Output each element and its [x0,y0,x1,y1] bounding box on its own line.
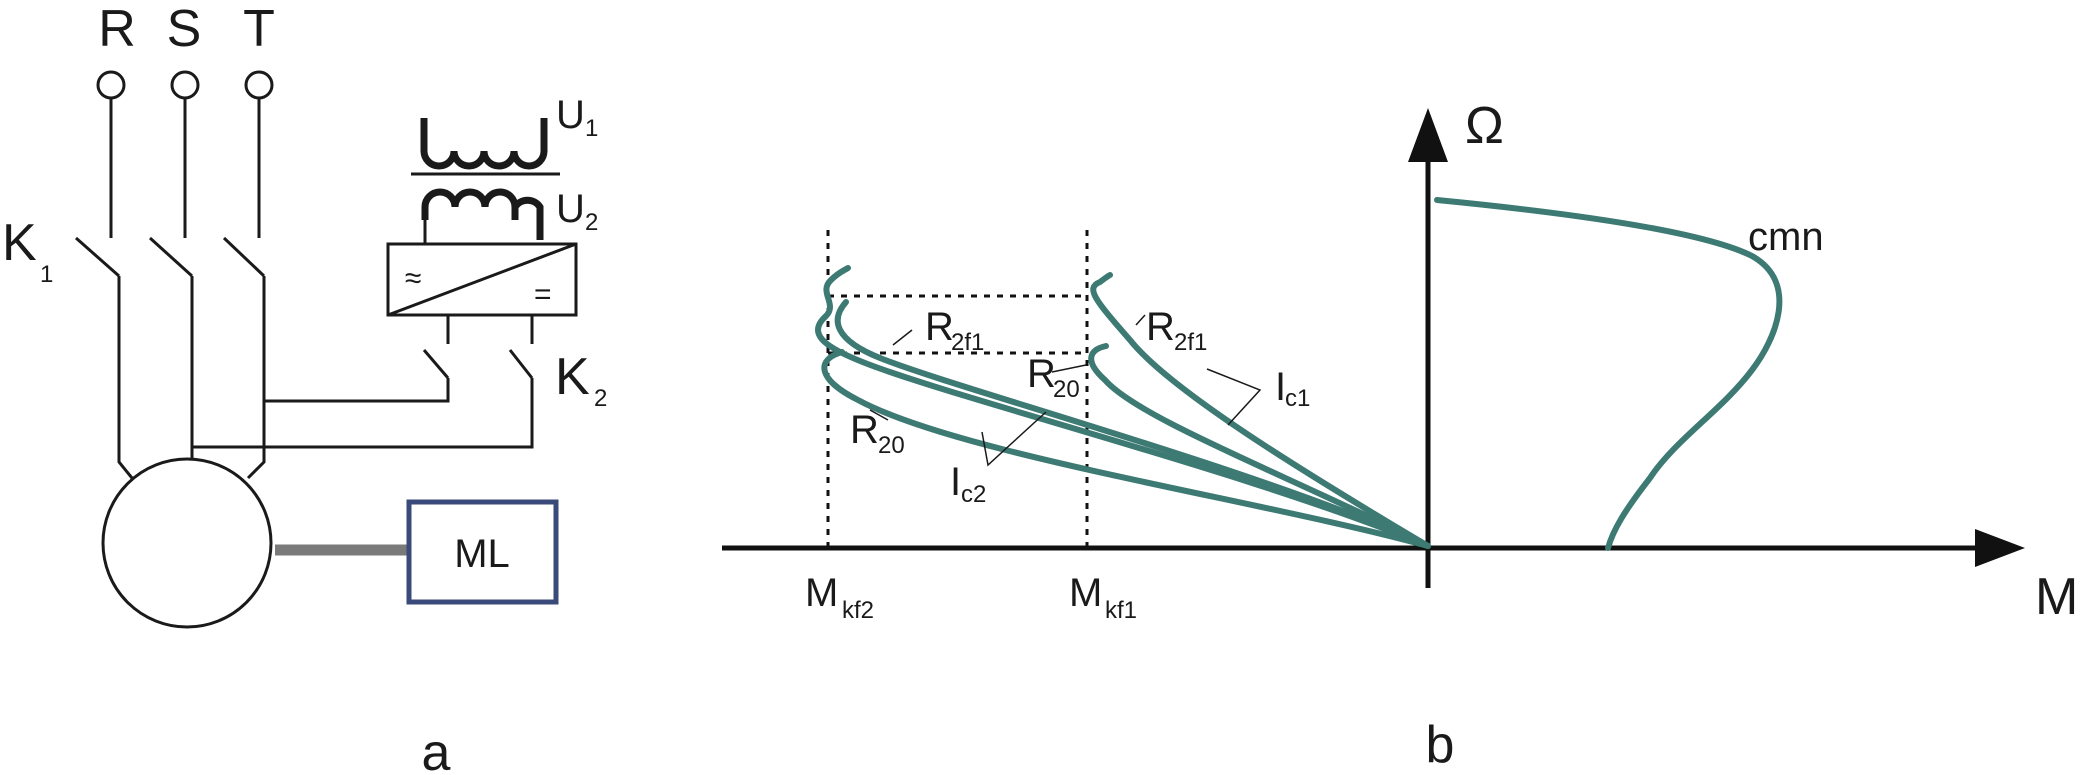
contactor-k2 [422,349,534,379]
rectifier-diagonal [387,242,577,317]
x-axis-label: M [2035,568,2078,626]
phase-label-r: R [98,0,136,58]
terminal-s [170,70,200,100]
contactor-k2-label: K [555,348,590,406]
leader-r2f1-right [1135,314,1146,326]
critical-torque-sub-2: kf2 [842,597,874,624]
leader-ic1 [1206,368,1262,426]
line-t-lower [246,276,266,480]
contactor-k2-sub: 2 [594,385,607,412]
transformer-primary-coil [420,118,548,170]
resistance-label-r2f1-left: R [925,305,954,349]
transformer-u1-sub: 1 [585,115,598,142]
y-axis-arrow [1408,108,1448,162]
contactor-k1-label: K [2,214,37,272]
panel-a-label: a [422,724,451,775]
phase-label-s: S [167,0,202,58]
dc-feed-to-phase-t [264,378,450,403]
characteristics-panel: Ω M cmn R 2f1 R 20 R 2f1 R 20 [722,97,2078,774]
panel-b-label: b [1426,716,1455,774]
mechanical-load-box [406,499,559,605]
motor-symbol [101,457,273,629]
rectifier-block [386,242,578,317]
resistance-label-r2f1-right: R [1146,305,1175,349]
contactor-k1-sub: 1 [40,261,53,288]
critical-torque-sub-1: kf1 [1105,597,1137,624]
current-sub-ic1: c1 [1285,385,1310,412]
critical-torque-label-2: M [805,571,838,615]
leader-ic2 [981,411,1047,467]
motor-characteristic-label: cmn [1748,215,1824,259]
braking-curve-r2f1-right [1090,272,1431,549]
braking-curve-r20-right [1088,343,1431,549]
braking-curve-mid-left [834,299,1431,549]
transformer-u2-label: U [556,187,585,231]
contactor-k1 [75,236,266,278]
transformer-secondary-coil [421,188,544,244]
braking-curve-r20-left [821,349,1431,549]
resistance-sub-r20-left: 20 [878,432,905,459]
resistance-label-r20-right: R [1027,352,1056,396]
leader-r20-left [869,409,889,421]
braking-curve-r2f1-left [815,265,1431,549]
leader-r20-right [1051,364,1087,373]
resistance-sub-r2f1-right: 2f1 [1174,329,1207,356]
dc-feed-to-phase-s [192,378,534,449]
circuit-panel: R S T K 1 ML U 1 [2,0,607,775]
phase-label-t: T [243,0,275,58]
current-label-ic2: I [950,460,961,504]
mechanical-load-label: ML [454,532,510,576]
motor-characteristic-cmn [1434,197,1783,551]
terminal-t [244,70,274,100]
leader-r2f1-left [892,329,913,346]
y-axis-label: Ω [1465,97,1504,155]
critical-torque-label-1: M [1069,571,1102,615]
current-sub-ic2: c2 [961,481,986,508]
current-label-ic1: I [1275,365,1286,409]
transformer-u2-sub: 2 [585,209,598,236]
terminal-r [96,70,126,100]
rectifier-ac-symbol: ≈ [405,262,421,295]
resistance-sub-r20-right: 20 [1053,376,1080,403]
rectifier-dc-symbol: = [534,278,552,311]
resistance-label-r20-left: R [850,408,879,452]
resistance-sub-r2f1-left: 2f1 [951,329,984,356]
x-axis-arrow [1975,529,2025,567]
transformer-u1-label: U [556,93,585,137]
line-r-lower [117,276,134,479]
